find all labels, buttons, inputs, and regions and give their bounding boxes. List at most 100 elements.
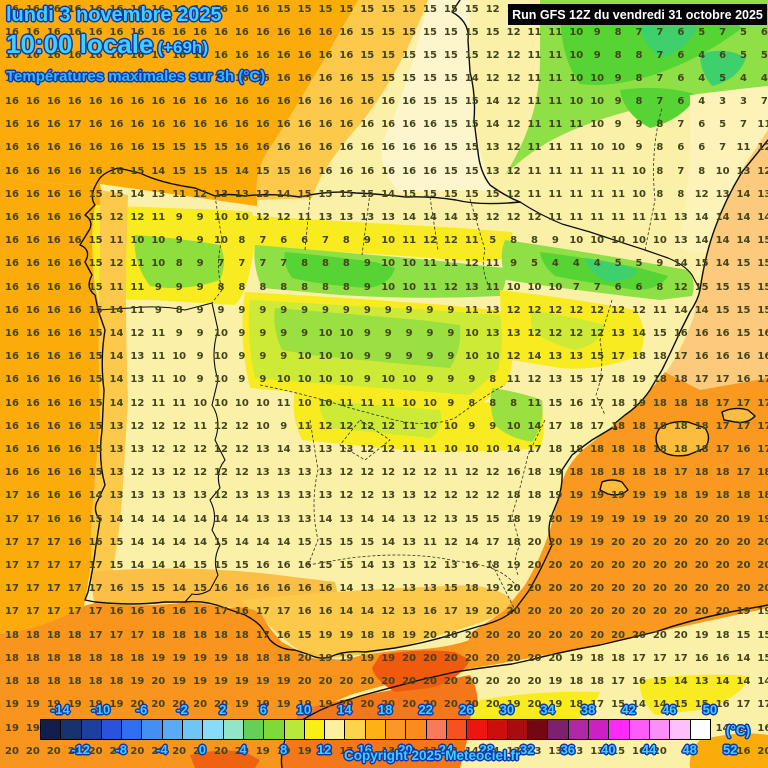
temp-value: 16 (715, 328, 730, 339)
temp-value: 13 (109, 444, 124, 455)
temp-value: 16 (46, 73, 61, 84)
temp-value: 20 (360, 676, 375, 687)
temp-value: 17 (46, 537, 61, 548)
temp-value: 13 (381, 746, 396, 757)
temp-value: 14 (464, 746, 479, 757)
temp-value: 8 (635, 73, 643, 84)
temp-value: 13 (276, 467, 291, 478)
temp-value: 20 (193, 746, 208, 757)
temp-value: 17 (715, 444, 730, 455)
temp-value: 10 (569, 27, 584, 38)
temp-value: 13 (715, 189, 730, 200)
temp-value: 16 (172, 73, 187, 84)
temp-value: 14 (151, 514, 166, 525)
temp-value: 10 (172, 374, 187, 385)
temp-value: 12 (360, 467, 375, 478)
temp-value: 19 (360, 653, 375, 664)
temp-value: 19 (548, 676, 563, 687)
temp-value: 12 (234, 444, 249, 455)
temp-value: 16 (297, 96, 312, 107)
temp-value: 15 (214, 537, 228, 548)
temp-value: 16 (46, 514, 61, 525)
temp-value: 20 (548, 653, 563, 664)
temp-value: 16 (130, 606, 145, 617)
temp-value: 10 (402, 374, 417, 385)
temp-value: 17 (25, 583, 40, 594)
temp-value: 19 (193, 676, 208, 687)
temp-value: 13 (464, 282, 479, 293)
temp-value: 10 (652, 235, 667, 246)
temp-value: 20 (715, 560, 730, 571)
temp-value: 13 (381, 560, 396, 571)
temp-value: 10 (214, 374, 228, 385)
temp-value: 18 (25, 630, 40, 641)
temp-value: 16 (67, 374, 82, 385)
temp-value: 14 (673, 305, 688, 316)
temp-value: 13 (360, 212, 375, 223)
temp-value: 17 (757, 699, 768, 710)
temp-value: 12 (757, 142, 768, 153)
temp-value: 14 (360, 514, 375, 525)
temp-value: 10 (255, 398, 270, 409)
temp-value: 16 (5, 189, 19, 200)
temp-value: 20 (443, 653, 458, 664)
temp-value: 15 (381, 50, 396, 61)
temp-value: 20 (673, 514, 688, 525)
temp-value: 13 (673, 212, 688, 223)
temp-value: 13 (506, 746, 521, 757)
temp-value: 15 (464, 166, 479, 177)
temp-value: 11 (130, 258, 145, 269)
temp-value: 13 (255, 189, 270, 200)
temp-value: 20 (590, 630, 605, 641)
temp-value: 17 (715, 374, 730, 385)
temp-value: 11 (402, 421, 417, 432)
temp-value: 16 (318, 119, 333, 130)
temp-value: 18 (673, 444, 688, 455)
temp-value: 15 (443, 96, 458, 107)
temp-value: 15 (694, 699, 709, 710)
temp-value: 20 (402, 676, 417, 687)
temp-value: 20 (423, 676, 437, 687)
temp-value: 20 (611, 630, 626, 641)
temp-value: 17 (757, 421, 768, 432)
temp-value: 20 (443, 676, 458, 687)
temp-value: 15 (297, 189, 312, 200)
temp-value: 20 (464, 653, 479, 664)
temp-value: 8 (489, 398, 497, 409)
temp-value: 14 (339, 583, 354, 594)
temp-value: 20 (485, 653, 500, 664)
temp-value: 12 (464, 258, 479, 269)
border-andalusia (307, 554, 519, 589)
temp-value: 20 (297, 676, 312, 687)
temp-value: 16 (25, 235, 40, 246)
temp-value: 13 (318, 212, 333, 223)
temp-value: 20 (736, 583, 751, 594)
temp-value: 18 (25, 676, 40, 687)
temp-value: 16 (25, 374, 40, 385)
temp-value: 14 (109, 514, 124, 525)
temp-value: 13 (548, 746, 563, 757)
temp-value: 20 (297, 653, 312, 664)
temp-value: 14 (130, 514, 145, 525)
temp-value: 11 (569, 142, 584, 153)
temp-value: 16 (339, 119, 354, 130)
temp-value: 16 (234, 119, 249, 130)
map-region-north-yellow (238, 215, 514, 262)
temp-value: 17 (611, 351, 626, 362)
temp-value: 9 (259, 374, 267, 385)
temp-value: 13 (109, 421, 124, 432)
temp-value: 20 (381, 699, 396, 710)
temp-value: 15 (88, 235, 103, 246)
temp-value: 11 (527, 27, 542, 38)
temp-value: 14 (193, 537, 208, 548)
temp-value: 16 (193, 96, 208, 107)
temp-value: 18 (527, 490, 542, 501)
temp-value: 16 (46, 27, 61, 38)
temp-value: 17 (694, 374, 709, 385)
temp-value: 4 (698, 50, 706, 61)
temp-value: 12 (443, 490, 458, 501)
temp-value: 15 (443, 142, 458, 153)
temp-value: 14 (736, 189, 751, 200)
temp-value: 15 (757, 305, 768, 316)
